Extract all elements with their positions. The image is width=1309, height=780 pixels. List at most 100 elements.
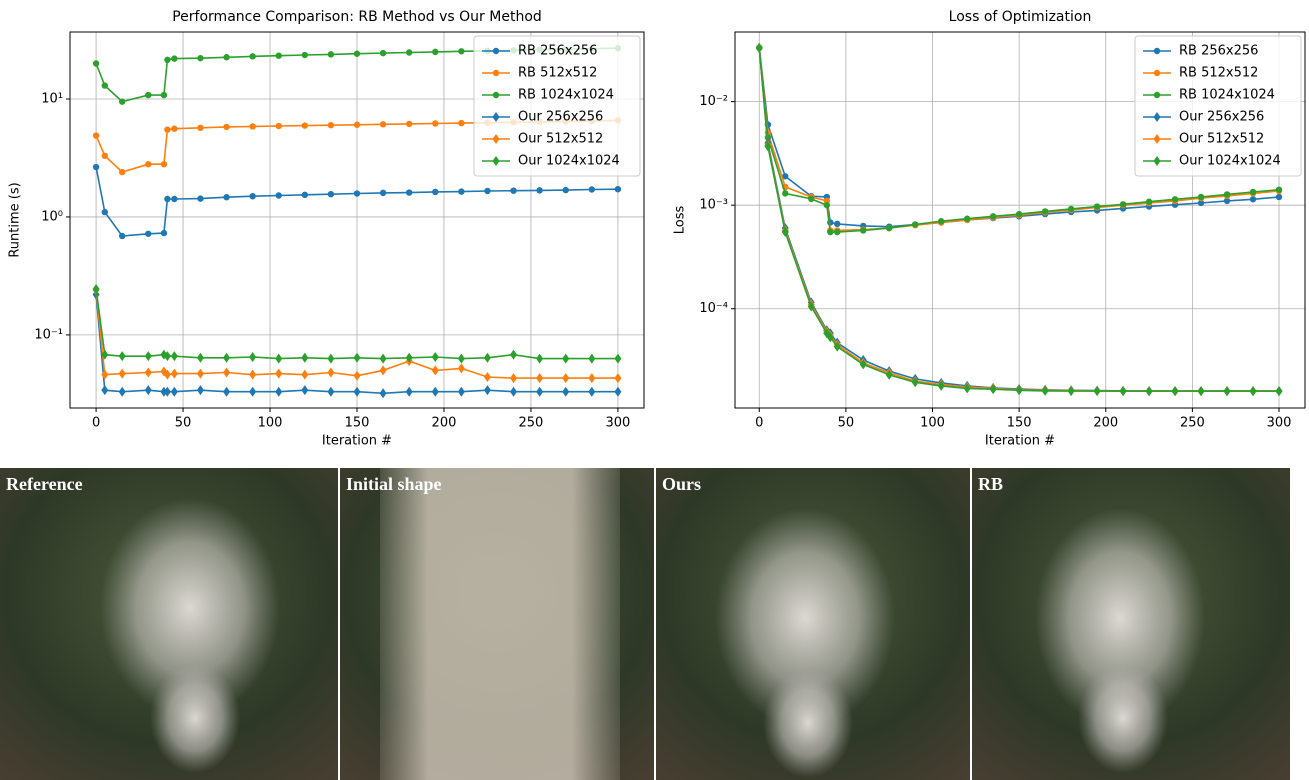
marker: [405, 120, 413, 128]
marker: [458, 48, 465, 55]
marker: [432, 188, 439, 196]
x-tick-label: 100: [920, 416, 945, 431]
marker: [588, 186, 596, 193]
x-tick-label: 250: [519, 416, 544, 431]
marker: [223, 352, 231, 363]
marker: [405, 189, 413, 196]
x-tick-label: 150: [1007, 416, 1032, 431]
marker: [1275, 386, 1283, 397]
legend-box: [473, 35, 641, 177]
plot-frame: [734, 31, 1306, 409]
marker: [301, 191, 309, 199]
marker: [145, 230, 152, 237]
marker: [536, 373, 544, 384]
marker: [885, 369, 893, 380]
marker: [492, 134, 500, 144]
marker: [171, 55, 178, 62]
marker: [562, 353, 570, 364]
marker: [614, 353, 622, 364]
panel: RB: [972, 468, 1290, 780]
marker: [144, 367, 152, 378]
x-tick-label: 0: [755, 416, 763, 431]
panel: Reference: [0, 468, 338, 780]
marker: [118, 368, 126, 379]
marker: [223, 54, 230, 61]
marker: [101, 369, 109, 380]
y-tick-label: 10⁻³: [699, 198, 728, 213]
marker: [118, 168, 126, 176]
marker: [457, 353, 465, 364]
marker: [1153, 156, 1161, 166]
marker: [160, 91, 168, 99]
marker: [1223, 386, 1231, 397]
marker: [1093, 203, 1101, 210]
marker: [492, 156, 500, 166]
marker: [171, 125, 178, 132]
marker: [101, 385, 109, 396]
marker: [223, 386, 231, 397]
marker: [196, 368, 204, 379]
marker: [275, 386, 283, 397]
marker: [144, 385, 152, 396]
marker: [562, 373, 570, 384]
marker: [118, 98, 126, 105]
x-tick-label: 300: [1267, 416, 1292, 431]
marker: [1249, 196, 1257, 203]
marker: [1153, 47, 1161, 55]
marker: [833, 341, 841, 352]
marker: [249, 351, 257, 362]
x-tick-label: 150: [345, 416, 370, 431]
legend-label: Our 512x512: [1179, 132, 1264, 147]
charts: Performance Comparison: RB Method vs Our…: [8, 9, 1306, 449]
marker: [1153, 134, 1161, 144]
marker: [492, 47, 500, 55]
marker: [1041, 385, 1049, 396]
marker: [562, 186, 569, 194]
marker: [431, 365, 439, 376]
legend-label: Our 1024x1024: [1179, 154, 1281, 169]
marker: [989, 213, 997, 220]
marker: [510, 386, 518, 397]
marker: [163, 369, 171, 380]
marker: [170, 368, 178, 379]
marker: [249, 53, 256, 60]
marker: [484, 187, 491, 195]
marker: [327, 386, 335, 397]
x-tick-label: 250: [1180, 416, 1205, 431]
marker: [764, 141, 772, 152]
marker: [1015, 210, 1023, 218]
marker: [379, 353, 387, 364]
marker: [989, 384, 997, 395]
y-axis-label: Loss: [673, 206, 688, 235]
marker: [101, 152, 108, 160]
marker: [588, 353, 596, 364]
marker: [1197, 199, 1205, 207]
marker: [536, 386, 544, 397]
marker: [163, 386, 171, 397]
marker: [431, 351, 439, 362]
x-tick-label: 200: [1093, 416, 1118, 431]
marker: [937, 218, 945, 225]
marker: [171, 195, 178, 203]
marker: [170, 351, 178, 362]
x-axis-label: Iteration #: [322, 434, 392, 449]
marker: [1145, 198, 1153, 205]
marker: [781, 227, 789, 238]
marker: [834, 228, 841, 236]
marker: [536, 187, 543, 194]
marker: [1275, 186, 1283, 193]
legend-label: Our 1024x1024: [518, 154, 620, 169]
marker: [301, 122, 309, 129]
marker: [1197, 386, 1205, 397]
marker: [275, 353, 283, 364]
legend-label: RB 256x256: [518, 44, 597, 59]
y-tick-label: 10⁻⁴: [699, 301, 728, 316]
marker: [327, 367, 335, 378]
marker: [353, 386, 361, 397]
marker: [92, 284, 100, 295]
marker: [859, 359, 867, 370]
marker: [826, 332, 834, 343]
marker: [492, 69, 500, 77]
marker: [614, 185, 622, 193]
